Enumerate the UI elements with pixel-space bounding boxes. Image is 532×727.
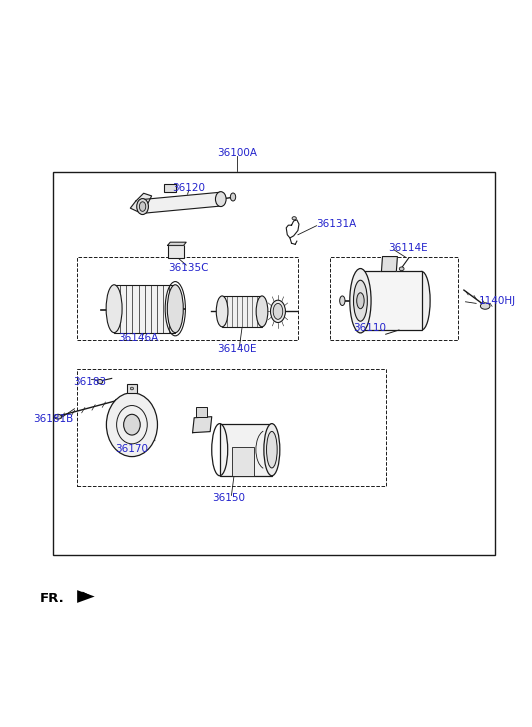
Text: 36120: 36120 [172,183,205,193]
Ellipse shape [339,296,345,305]
Text: 36140E: 36140E [217,344,256,354]
Ellipse shape [292,217,296,220]
Bar [114,285,176,333]
Ellipse shape [106,393,157,457]
Text: 36183: 36183 [73,377,106,387]
Ellipse shape [139,202,146,212]
Bar [77,257,298,340]
Bar [196,407,207,417]
Bar [361,271,421,330]
Text: 36100A: 36100A [217,148,257,158]
Polygon shape [130,193,152,212]
Ellipse shape [137,198,148,214]
Bar [222,296,262,327]
Polygon shape [193,417,212,433]
Ellipse shape [350,268,371,333]
Bar [220,424,272,475]
Ellipse shape [399,267,404,270]
Text: 36150: 36150 [212,493,245,502]
Ellipse shape [480,303,490,309]
Ellipse shape [230,193,236,201]
Text: FR.: FR. [40,593,65,605]
Ellipse shape [264,424,280,475]
Ellipse shape [106,285,122,333]
Text: 36114E: 36114E [388,243,428,252]
Ellipse shape [413,271,430,330]
Ellipse shape [267,431,277,468]
Ellipse shape [97,379,103,384]
Ellipse shape [130,387,134,390]
Polygon shape [141,192,221,214]
Text: 36110: 36110 [353,323,386,333]
Ellipse shape [123,414,140,435]
Bar [127,385,137,393]
Polygon shape [168,242,186,246]
Ellipse shape [353,280,367,321]
Text: 36181B: 36181B [33,414,73,425]
Polygon shape [381,257,397,271]
Ellipse shape [270,300,285,323]
Text: 36135C: 36135C [169,262,209,273]
Text: 1140HJ: 1140HJ [479,296,516,306]
Text: 36146A: 36146A [118,333,159,343]
Ellipse shape [167,285,183,333]
Bar [232,447,254,475]
Polygon shape [77,590,95,603]
Bar [168,246,184,258]
Bar [53,172,495,555]
Text: 36170: 36170 [115,443,148,454]
Ellipse shape [273,303,283,319]
Ellipse shape [216,296,228,327]
Ellipse shape [256,296,268,327]
Bar [164,184,176,192]
Ellipse shape [356,293,364,309]
Ellipse shape [54,414,61,419]
Text: 36131A: 36131A [317,219,357,228]
Bar [77,369,386,486]
Bar [330,257,458,340]
Ellipse shape [215,192,226,206]
